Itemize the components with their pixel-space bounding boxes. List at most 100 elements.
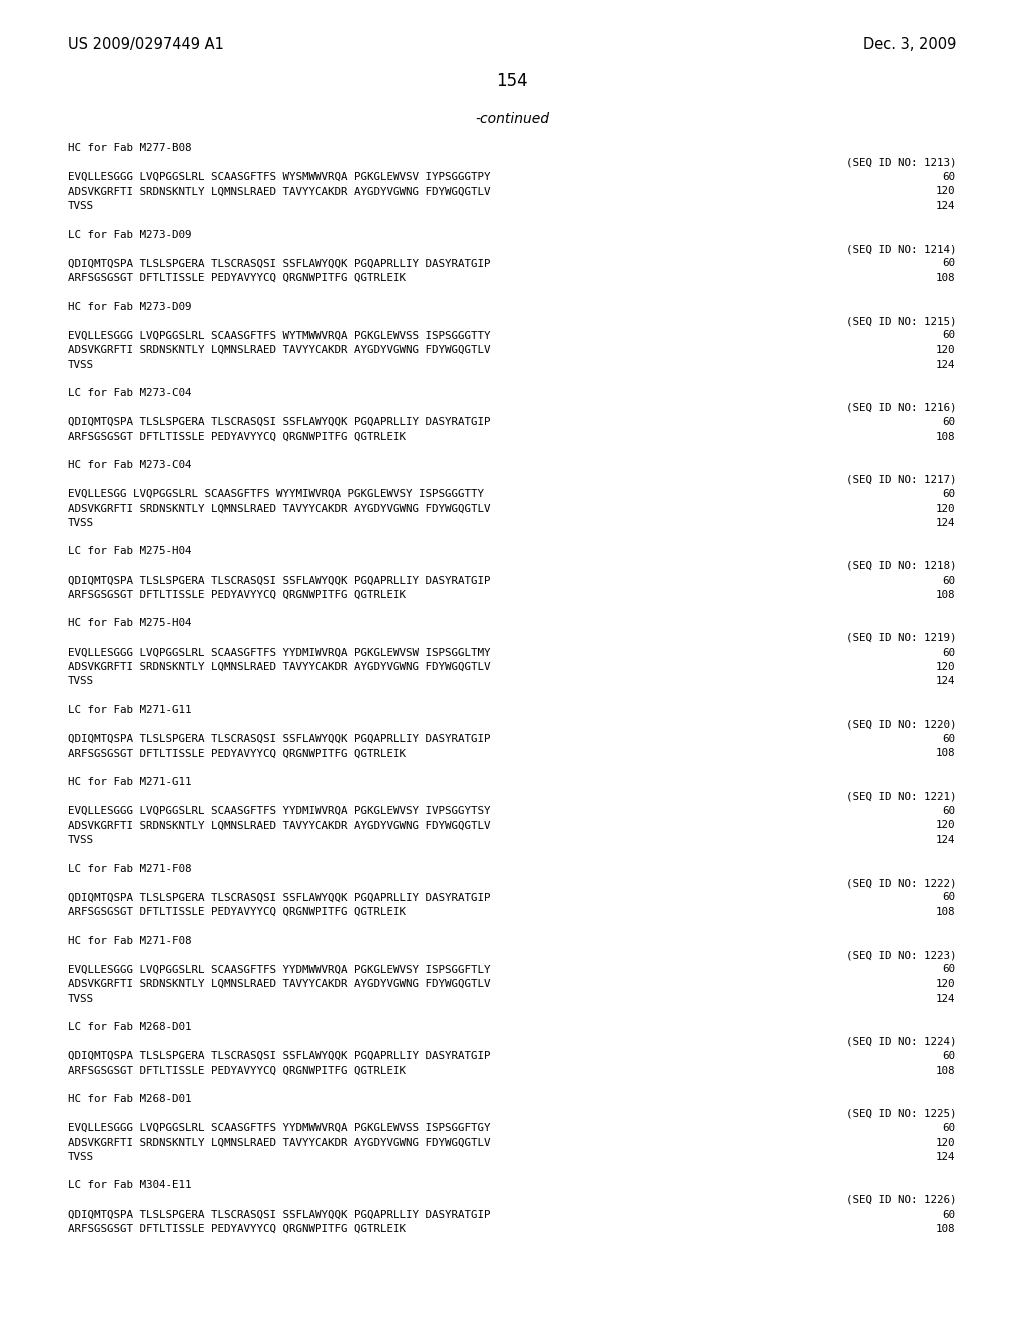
Text: 124: 124 [936, 676, 955, 686]
Text: (SEQ ID NO: 1222): (SEQ ID NO: 1222) [846, 878, 956, 888]
Text: US 2009/0297449 A1: US 2009/0297449 A1 [68, 37, 224, 51]
Text: 154: 154 [497, 73, 527, 90]
Text: 120: 120 [936, 503, 955, 513]
Text: (SEQ ID NO: 1218): (SEQ ID NO: 1218) [846, 561, 956, 572]
Text: 120: 120 [936, 821, 955, 830]
Text: TVSS: TVSS [68, 836, 94, 845]
Text: LC for Fab M271-G11: LC for Fab M271-G11 [68, 705, 191, 715]
Text: 60: 60 [942, 576, 955, 586]
Text: 124: 124 [936, 359, 955, 370]
Text: ADSVKGRFTI SRDNSKNTLY LQMNSLRAED TAVYYCAKDR AYGDYVGWNG FDYWGQGTLV: ADSVKGRFTI SRDNSKNTLY LQMNSLRAED TAVYYCA… [68, 821, 490, 830]
Text: TVSS: TVSS [68, 359, 94, 370]
Text: 60: 60 [942, 892, 955, 903]
Text: HC for Fab M273-C04: HC for Fab M273-C04 [68, 459, 191, 470]
Text: (SEQ ID NO: 1225): (SEQ ID NO: 1225) [846, 1109, 956, 1118]
Text: 124: 124 [936, 1152, 955, 1162]
Text: ARFSGSGSGT DFTLTISSLE PEDYAVYYCQ QRGNWPITFG QGTRLEIK: ARFSGSGSGT DFTLTISSLE PEDYAVYYCQ QRGNWPI… [68, 1065, 406, 1076]
Text: 60: 60 [942, 648, 955, 657]
Text: TVSS: TVSS [68, 517, 94, 528]
Text: ADSVKGRFTI SRDNSKNTLY LQMNSLRAED TAVYYCAKDR AYGDYVGWNG FDYWGQGTLV: ADSVKGRFTI SRDNSKNTLY LQMNSLRAED TAVYYCA… [68, 503, 490, 513]
Text: EVQLLESGGG LVQPGGSLRL SCAASGFTFS YYDMIWVRQA PGKGLEWVSW ISPSGGLTMY: EVQLLESGGG LVQPGGSLRL SCAASGFTFS YYDMIWV… [68, 648, 490, 657]
Text: QDIQMTQSPA TLSLSPGERA TLSCRASQSI SSFLAWYQQK PGQAPRLLIY DASYRATGIP: QDIQMTQSPA TLSLSPGERA TLSCRASQSI SSFLAWY… [68, 1209, 490, 1220]
Text: (SEQ ID NO: 1215): (SEQ ID NO: 1215) [846, 315, 956, 326]
Text: TVSS: TVSS [68, 1152, 94, 1162]
Text: ADSVKGRFTI SRDNSKNTLY LQMNSLRAED TAVYYCAKDR AYGDYVGWNG FDYWGQGTLV: ADSVKGRFTI SRDNSKNTLY LQMNSLRAED TAVYYCA… [68, 663, 490, 672]
Text: HC for Fab M275-H04: HC for Fab M275-H04 [68, 619, 191, 628]
Text: EVQLLESGGG LVQPGGSLRL SCAASGFTFS YYDMIWVRQA PGKGLEWVSY IVPSGGYTSY: EVQLLESGGG LVQPGGSLRL SCAASGFTFS YYDMIWV… [68, 807, 490, 816]
Text: 124: 124 [936, 994, 955, 1003]
Text: LC for Fab M271-F08: LC for Fab M271-F08 [68, 863, 191, 874]
Text: 120: 120 [936, 186, 955, 197]
Text: (SEQ ID NO: 1223): (SEQ ID NO: 1223) [846, 950, 956, 960]
Text: QDIQMTQSPA TLSLSPGERA TLSCRASQSI SSFLAWYQQK PGQAPRLLIY DASYRATGIP: QDIQMTQSPA TLSLSPGERA TLSCRASQSI SSFLAWY… [68, 259, 490, 268]
Text: (SEQ ID NO: 1220): (SEQ ID NO: 1220) [846, 719, 956, 730]
Text: 60: 60 [942, 417, 955, 426]
Text: ARFSGSGSGT DFTLTISSLE PEDYAVYYCQ QRGNWPITFG QGTRLEIK: ARFSGSGSGT DFTLTISSLE PEDYAVYYCQ QRGNWPI… [68, 1224, 406, 1234]
Text: 108: 108 [936, 273, 955, 282]
Text: ADSVKGRFTI SRDNSKNTLY LQMNSLRAED TAVYYCAKDR AYGDYVGWNG FDYWGQGTLV: ADSVKGRFTI SRDNSKNTLY LQMNSLRAED TAVYYCA… [68, 979, 490, 989]
Text: (SEQ ID NO: 1226): (SEQ ID NO: 1226) [846, 1195, 956, 1205]
Text: 108: 108 [936, 748, 955, 759]
Text: 60: 60 [942, 1209, 955, 1220]
Text: 124: 124 [936, 836, 955, 845]
Text: ADSVKGRFTI SRDNSKNTLY LQMNSLRAED TAVYYCAKDR AYGDYVGWNG FDYWGQGTLV: ADSVKGRFTI SRDNSKNTLY LQMNSLRAED TAVYYCA… [68, 345, 490, 355]
Text: (SEQ ID NO: 1221): (SEQ ID NO: 1221) [846, 792, 956, 801]
Text: 60: 60 [942, 172, 955, 182]
Text: 120: 120 [936, 345, 955, 355]
Text: (SEQ ID NO: 1224): (SEQ ID NO: 1224) [846, 1036, 956, 1047]
Text: 120: 120 [936, 663, 955, 672]
Text: TVSS: TVSS [68, 676, 94, 686]
Text: LC for Fab M304-E11: LC for Fab M304-E11 [68, 1180, 191, 1191]
Text: QDIQMTQSPA TLSLSPGERA TLSCRASQSI SSFLAWYQQK PGQAPRLLIY DASYRATGIP: QDIQMTQSPA TLSLSPGERA TLSCRASQSI SSFLAWY… [68, 892, 490, 903]
Text: ADSVKGRFTI SRDNSKNTLY LQMNSLRAED TAVYYCAKDR AYGDYVGWNG FDYWGQGTLV: ADSVKGRFTI SRDNSKNTLY LQMNSLRAED TAVYYCA… [68, 186, 490, 197]
Text: (SEQ ID NO: 1216): (SEQ ID NO: 1216) [846, 403, 956, 412]
Text: 60: 60 [942, 1051, 955, 1061]
Text: EVQLLESGGG LVQPGGSLRL SCAASGFTFS YYDMWWVRQA PGKGLEWVSS ISPSGGFTGY: EVQLLESGGG LVQPGGSLRL SCAASGFTFS YYDMWWV… [68, 1123, 490, 1133]
Text: 108: 108 [936, 590, 955, 601]
Text: ADSVKGRFTI SRDNSKNTLY LQMNSLRAED TAVYYCAKDR AYGDYVGWNG FDYWGQGTLV: ADSVKGRFTI SRDNSKNTLY LQMNSLRAED TAVYYCA… [68, 1138, 490, 1147]
Text: 60: 60 [942, 259, 955, 268]
Text: 120: 120 [936, 979, 955, 989]
Text: EVQLLESGG LVQPGGSLRL SCAASGFTFS WYYMIWVRQA PGKGLEWVSY ISPSGGGTTY: EVQLLESGG LVQPGGSLRL SCAASGFTFS WYYMIWVR… [68, 488, 484, 499]
Text: ARFSGSGSGT DFTLTISSLE PEDYAVYYCQ QRGNWPITFG QGTRLEIK: ARFSGSGSGT DFTLTISSLE PEDYAVYYCQ QRGNWPI… [68, 432, 406, 441]
Text: 60: 60 [942, 330, 955, 341]
Text: ARFSGSGSGT DFTLTISSLE PEDYAVYYCQ QRGNWPITFG QGTRLEIK: ARFSGSGSGT DFTLTISSLE PEDYAVYYCQ QRGNWPI… [68, 748, 406, 759]
Text: 60: 60 [942, 734, 955, 744]
Text: LC for Fab M268-D01: LC for Fab M268-D01 [68, 1022, 191, 1032]
Text: HC for Fab M271-F08: HC for Fab M271-F08 [68, 936, 191, 945]
Text: EVQLLESGGG LVQPGGSLRL SCAASGFTFS WYTMWWVRQA PGKGLEWVSS ISPSGGGTTY: EVQLLESGGG LVQPGGSLRL SCAASGFTFS WYTMWWV… [68, 330, 490, 341]
Text: -continued: -continued [475, 112, 549, 125]
Text: QDIQMTQSPA TLSLSPGERA TLSCRASQSI SSFLAWYQQK PGQAPRLLIY DASYRATGIP: QDIQMTQSPA TLSLSPGERA TLSCRASQSI SSFLAWY… [68, 1051, 490, 1061]
Text: 60: 60 [942, 965, 955, 974]
Text: (SEQ ID NO: 1213): (SEQ ID NO: 1213) [846, 157, 956, 168]
Text: 108: 108 [936, 907, 955, 917]
Text: QDIQMTQSPA TLSLSPGERA TLSCRASQSI SSFLAWYQQK PGQAPRLLIY DASYRATGIP: QDIQMTQSPA TLSLSPGERA TLSCRASQSI SSFLAWY… [68, 734, 490, 744]
Text: (SEQ ID NO: 1214): (SEQ ID NO: 1214) [846, 244, 956, 253]
Text: 124: 124 [936, 201, 955, 211]
Text: TVSS: TVSS [68, 201, 94, 211]
Text: 60: 60 [942, 1123, 955, 1133]
Text: 124: 124 [936, 517, 955, 528]
Text: TVSS: TVSS [68, 994, 94, 1003]
Text: HC for Fab M271-G11: HC for Fab M271-G11 [68, 777, 191, 787]
Text: (SEQ ID NO: 1219): (SEQ ID NO: 1219) [846, 634, 956, 643]
Text: QDIQMTQSPA TLSLSPGERA TLSCRASQSI SSFLAWYQQK PGQAPRLLIY DASYRATGIP: QDIQMTQSPA TLSLSPGERA TLSCRASQSI SSFLAWY… [68, 417, 490, 426]
Text: 120: 120 [936, 1138, 955, 1147]
Text: HC for Fab M277-B08: HC for Fab M277-B08 [68, 143, 191, 153]
Text: HC for Fab M273-D09: HC for Fab M273-D09 [68, 301, 191, 312]
Text: ARFSGSGSGT DFTLTISSLE PEDYAVYYCQ QRGNWPITFG QGTRLEIK: ARFSGSGSGT DFTLTISSLE PEDYAVYYCQ QRGNWPI… [68, 907, 406, 917]
Text: ARFSGSGSGT DFTLTISSLE PEDYAVYYCQ QRGNWPITFG QGTRLEIK: ARFSGSGSGT DFTLTISSLE PEDYAVYYCQ QRGNWPI… [68, 273, 406, 282]
Text: LC for Fab M273-C04: LC for Fab M273-C04 [68, 388, 191, 399]
Text: Dec. 3, 2009: Dec. 3, 2009 [862, 37, 956, 51]
Text: LC for Fab M275-H04: LC for Fab M275-H04 [68, 546, 191, 557]
Text: EVQLLESGGG LVQPGGSLRL SCAASGFTFS WYSMWWVRQA PGKGLEWVSV IYPSGGGTPY: EVQLLESGGG LVQPGGSLRL SCAASGFTFS WYSMWWV… [68, 172, 490, 182]
Text: 108: 108 [936, 432, 955, 441]
Text: 60: 60 [942, 807, 955, 816]
Text: 108: 108 [936, 1224, 955, 1234]
Text: 60: 60 [942, 488, 955, 499]
Text: EVQLLESGGG LVQPGGSLRL SCAASGFTFS YYDMWWVRQA PGKGLEWVSY ISPSGGFTLY: EVQLLESGGG LVQPGGSLRL SCAASGFTFS YYDMWWV… [68, 965, 490, 974]
Text: 108: 108 [936, 1065, 955, 1076]
Text: HC for Fab M268-D01: HC for Fab M268-D01 [68, 1094, 191, 1104]
Text: LC for Fab M273-D09: LC for Fab M273-D09 [68, 230, 191, 239]
Text: ARFSGSGSGT DFTLTISSLE PEDYAVYYCQ QRGNWPITFG QGTRLEIK: ARFSGSGSGT DFTLTISSLE PEDYAVYYCQ QRGNWPI… [68, 590, 406, 601]
